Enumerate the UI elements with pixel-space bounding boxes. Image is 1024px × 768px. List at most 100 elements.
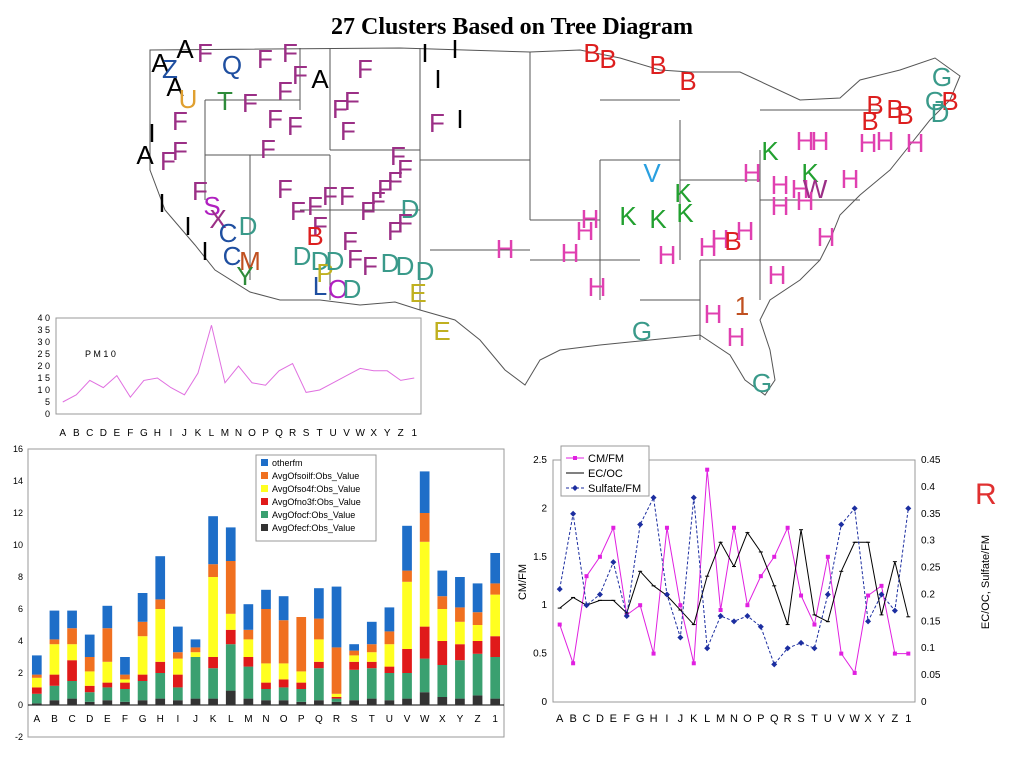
bar-segment (472, 653, 483, 696)
bar-segment (366, 644, 377, 653)
cluster-label: A (136, 140, 154, 170)
bar-segment (455, 698, 465, 705)
bar-segment (455, 607, 465, 622)
ratio-x-tick-label: R (784, 713, 792, 725)
ratio-point-diamond (865, 618, 872, 625)
ratio-point-square (866, 593, 871, 598)
bar-segment (84, 657, 95, 672)
cluster-label: H (743, 158, 762, 188)
bar-segment (84, 671, 95, 686)
pm10-x-tick-label: 1 (411, 428, 417, 439)
cluster-label: B (866, 90, 883, 120)
cluster-label: F (344, 86, 360, 116)
cluster-label: F (390, 141, 406, 171)
ratio-point-square (571, 661, 576, 666)
cluster-label: W (803, 174, 828, 204)
bar-segment (31, 703, 42, 705)
pm10-x-tick-label: U (330, 428, 337, 439)
ratio-right-axis-label: EC/OC, Sulfate/FM (980, 535, 992, 629)
cluster-label: F (362, 251, 378, 281)
bar-segment (84, 634, 95, 657)
pm10-x-tick-label: I (170, 428, 173, 439)
cluster-label: O (328, 274, 348, 304)
cluster-label: F (290, 196, 306, 226)
ratio-x-tick-label: Q (770, 713, 779, 725)
cluster-label: F (292, 60, 308, 90)
ratio-x-tick-label: W (849, 713, 860, 725)
bar-segment (31, 674, 42, 678)
bar-segment (261, 700, 271, 705)
cluster-label: F (387, 166, 403, 196)
bar-segment (402, 570, 412, 582)
bar-segment (67, 628, 77, 645)
cluster-label: G (632, 316, 652, 346)
bar-segment (437, 697, 448, 705)
ratio-point-square (597, 554, 602, 559)
ratio-x-tick-label: H (650, 713, 658, 725)
cluster-label: I (434, 64, 441, 94)
bar-segment (208, 698, 218, 705)
bar-segment (243, 639, 254, 657)
cluster-label: B (886, 94, 903, 124)
pm10-x-tick-label: L (209, 428, 215, 439)
pm10-x-tick-label: W (355, 428, 365, 439)
cluster-label: I (201, 236, 208, 266)
bar-segment (243, 698, 254, 705)
bar-y-tick-label: 6 (18, 604, 23, 614)
bar-segment (384, 644, 395, 667)
bar-x-tick-label: F (122, 714, 128, 725)
bar-segment (137, 700, 148, 705)
pm10-x-tick-label: J (182, 428, 187, 439)
bar-x-tick-label: Y (457, 714, 464, 725)
bar-segment (384, 607, 395, 632)
bar-segment (278, 700, 289, 705)
bar-segment (84, 685, 95, 693)
cluster-label: F (397, 208, 413, 238)
cluster-label: I (456, 104, 463, 134)
bar-segment (402, 649, 412, 673)
ratio-left-y-tick-label: 1 (541, 600, 547, 611)
cluster-label: T (217, 86, 233, 116)
bar-segment (384, 700, 395, 705)
bar-y-tick-label: 4 (18, 636, 23, 646)
bar-x-tick-label: X (439, 714, 446, 725)
ratio-x-tick-label: K (690, 713, 698, 725)
ratio-point-diamond (690, 494, 697, 501)
bar-segment (437, 596, 448, 609)
bar-segment (208, 668, 218, 699)
ratio-point-diamond (677, 634, 684, 641)
map-outline (149, 47, 961, 396)
pm10-y-tick-label: 0 (45, 409, 50, 419)
bar-segment (243, 666, 254, 699)
cluster-label: Q (222, 50, 242, 80)
cluster-label: F (339, 181, 355, 211)
bar-segment (31, 687, 42, 694)
ratio-point-diamond (583, 602, 590, 609)
cluster-label: K (619, 201, 637, 231)
cluster-label: F (342, 226, 358, 256)
cluster-label: I (184, 211, 191, 241)
bar-segment (225, 527, 236, 561)
cluster-label: F (277, 76, 293, 106)
pm10-y-ticks: 0 5 1 0 1 5 2 0 2 5 3 0 3 5 4 0 (37, 313, 50, 419)
ratio-point-diamond (731, 618, 737, 625)
bar-segment (366, 661, 377, 669)
pm10-y-tick-label: 5 (45, 397, 50, 407)
bar-segment (349, 700, 359, 705)
pm10-x-tick-label: R (289, 428, 296, 439)
bar-segment (208, 564, 218, 577)
cluster-label: F (357, 54, 373, 84)
bar-y-tick-label: 8 (18, 572, 23, 582)
cluster-label: K (761, 136, 779, 166)
pm10-x-tick-label: P (262, 428, 269, 439)
cluster-label: H (581, 204, 600, 234)
pm10-y-tick-label: 1 5 (37, 373, 50, 383)
bar-segment (155, 556, 166, 600)
bar-y-tick-label: 16 (13, 444, 23, 454)
cluster-label: H (658, 240, 677, 270)
ratio-point-diamond (878, 591, 885, 598)
bar-segment (102, 661, 113, 683)
pm10-x-tick-label: V (343, 428, 350, 439)
ratio-right-y-tick-label: 0.2 (921, 589, 935, 600)
